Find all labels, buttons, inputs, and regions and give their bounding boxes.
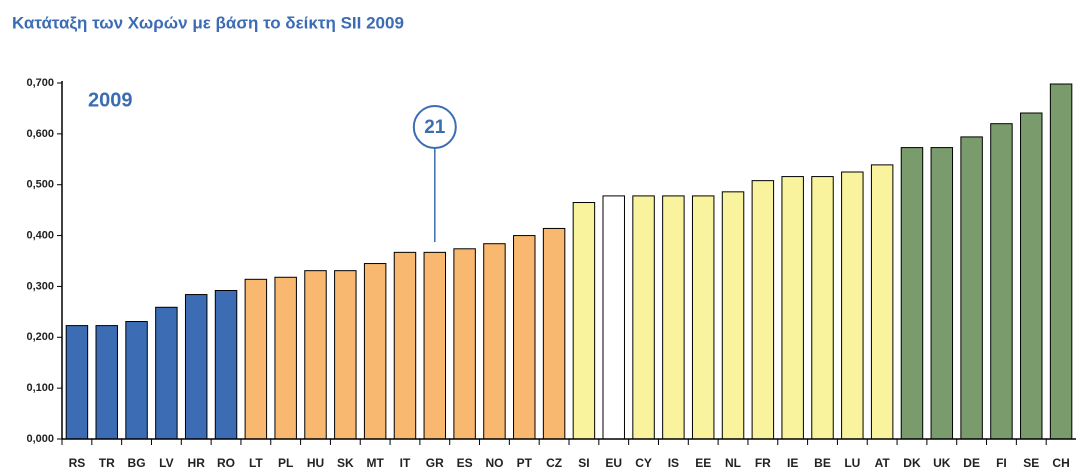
x-tick-label: EU: [605, 456, 622, 470]
x-tick-label: SI: [578, 456, 589, 470]
bar: [334, 270, 357, 440]
bar: [960, 136, 983, 440]
bar: [781, 176, 804, 440]
y-tick-label: 0,200: [26, 331, 54, 343]
x-tick-label: IT: [400, 456, 411, 470]
bar: [274, 276, 297, 440]
x-tick-label: SK: [337, 456, 354, 470]
x-tick-label: TR: [99, 456, 115, 470]
x-tick-label: FR: [755, 456, 771, 470]
x-tick-label: ES: [457, 456, 473, 470]
x-tick-label: HU: [307, 456, 324, 470]
year-label: 2009: [88, 89, 133, 111]
x-tick-label: DK: [903, 456, 921, 470]
x-tick-label: BE: [814, 456, 831, 470]
callout-label: 21: [424, 117, 446, 138]
y-tick-label: 0,500: [26, 179, 54, 191]
bar: [304, 270, 327, 440]
bar: [632, 195, 655, 440]
x-tick-label: IS: [668, 456, 679, 470]
bar: [363, 263, 387, 440]
bar: [751, 180, 775, 440]
bar: [990, 123, 1013, 440]
x-tick-label: EE: [695, 456, 711, 470]
x-tick-label: NO: [485, 456, 503, 470]
x-tick-label: LV: [159, 456, 173, 470]
x-tick-label: PT: [517, 456, 533, 470]
y-tick-label: 0,600: [26, 128, 54, 140]
bar: [453, 248, 476, 440]
x-tick-label: BG: [128, 456, 146, 470]
bar: [721, 191, 745, 440]
y-tick-label: 0,000: [26, 433, 54, 445]
y-tick-label: 0,400: [26, 229, 54, 241]
bar: [244, 278, 268, 440]
bar: [900, 147, 924, 440]
x-tick-label: AT: [875, 456, 891, 470]
x-tick-label: IE: [787, 456, 798, 470]
bar: [65, 325, 89, 440]
bar: [572, 202, 596, 440]
bar: [691, 195, 715, 440]
bar: [483, 243, 506, 440]
bar: [125, 321, 148, 440]
x-tick-label: RO: [217, 456, 235, 470]
y-tick-label: 0,300: [26, 280, 54, 292]
bar: [870, 164, 894, 440]
x-tick-label: NL: [725, 456, 741, 470]
y-tick-label: 0,700: [26, 77, 54, 89]
x-tick-label: CZ: [546, 456, 562, 470]
bar: [1049, 83, 1073, 440]
bar: [155, 306, 178, 440]
x-tick-label: MT: [366, 456, 384, 470]
bar: [214, 289, 238, 440]
bar: [662, 195, 685, 440]
bar: [811, 176, 834, 440]
bar: [423, 251, 447, 440]
x-tick-label: RS: [69, 456, 86, 470]
x-tick-label: PL: [278, 456, 293, 470]
y-tick-label: 0,100: [26, 382, 54, 394]
bar: [602, 195, 625, 440]
x-tick-label: LU: [844, 456, 860, 470]
x-tick-label: LT: [249, 456, 263, 470]
bar: [95, 325, 118, 440]
bar: [930, 147, 954, 440]
bar: [184, 294, 208, 440]
x-tick-label: SE: [1023, 456, 1039, 470]
bar: [513, 235, 536, 440]
callout-circle: [412, 105, 457, 149]
x-tick-label: GR: [426, 456, 444, 470]
bar: [542, 227, 566, 440]
x-tick-label: FI: [996, 456, 1007, 470]
bar: [841, 171, 864, 440]
x-tick-label: HR: [188, 456, 206, 470]
bar: [1020, 112, 1043, 440]
chart-title: Κατάταξη των Χωρών με βάση το δείκτη SII…: [12, 13, 404, 32]
x-tick-label: CY: [635, 456, 652, 470]
x-tick-label: CH: [1052, 456, 1069, 470]
bar: [393, 251, 417, 440]
x-tick-label: DE: [963, 456, 980, 470]
x-tick-label: UK: [933, 456, 951, 470]
